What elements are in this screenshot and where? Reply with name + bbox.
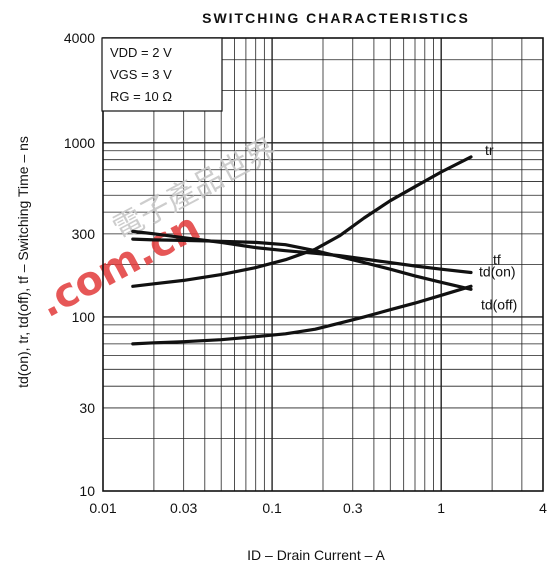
condition-rg: RG = 10 Ω — [110, 89, 172, 104]
y-tick-label: 1000 — [64, 135, 95, 151]
series-line-td-on — [131, 284, 473, 346]
y-tick-label: 100 — [72, 309, 96, 325]
grid-lines — [103, 38, 543, 491]
series-label-td-off: td(off) — [481, 296, 517, 312]
y-tick-label: 300 — [72, 226, 96, 242]
y-tick-labels: 10 30 100 300 1000 4000 — [64, 30, 95, 499]
x-tick-label: 4 — [539, 500, 547, 516]
conditions-frame — [101, 37, 223, 112]
x-tick-labels: 0.01 0.03 0.1 0.3 1 4 — [89, 500, 547, 516]
x-tick-label: 0.03 — [170, 500, 197, 516]
x-axis-label: ID – Drain Current – A — [247, 547, 385, 563]
plot-frame — [102, 37, 544, 492]
conditions-box: VDD = 2 V VGS = 3 V RG = 10 Ω — [101, 37, 223, 112]
condition-vdd: VDD = 2 V — [110, 45, 172, 60]
series-lines — [131, 155, 473, 346]
series-label-td-on: td(on) — [479, 263, 516, 279]
x-tick-label: 1 — [437, 500, 445, 516]
series-label-tf: tf — [493, 251, 501, 267]
series-line-tf — [131, 229, 473, 275]
condition-vgs: VGS = 3 V — [110, 67, 172, 82]
y-tick-label: 10 — [79, 483, 95, 499]
chart-title: SWITCHING CHARACTERISTICS — [202, 10, 470, 26]
watermark: 電子產品世界.com.cn — [31, 132, 283, 327]
x-tick-label: 0.3 — [343, 500, 363, 516]
y-tick-label: 30 — [79, 400, 95, 416]
x-tick-label: 0.1 — [262, 500, 282, 516]
series-label-tr: tr — [485, 142, 494, 158]
x-tick-label: 0.01 — [89, 500, 116, 516]
y-tick-label: 4000 — [64, 30, 95, 46]
y-axis-label: td(on), tr, td(off), tf – Switching Time… — [15, 136, 31, 388]
series-line-td-off — [131, 237, 473, 291]
